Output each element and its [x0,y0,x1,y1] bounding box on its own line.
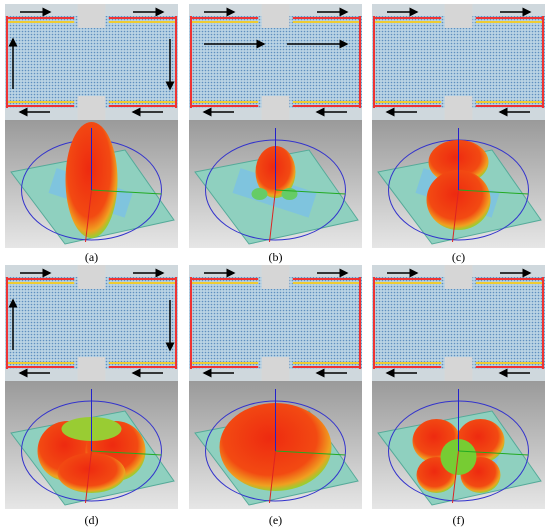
lobe [281,188,298,200]
axis [452,189,459,243]
panel-label: (c) [452,250,465,264]
panel-label: (f) [453,513,465,527]
notch [261,96,290,120]
patch [5,277,178,369]
panel-label: (b) [269,250,283,264]
panel: (a) [5,4,178,264]
notch [444,357,473,381]
notch [444,4,473,28]
axis [85,450,92,504]
patch [372,277,545,369]
panel: (c) [372,4,545,264]
axis [452,450,459,504]
axis [269,450,276,504]
patch [372,16,545,108]
notch [261,357,290,381]
patch [189,277,362,369]
panel-label: (a) [85,250,98,264]
notch [261,265,290,289]
patch [189,16,362,108]
notch [77,4,106,28]
axis [458,189,529,195]
lobe [426,170,491,230]
axis [91,189,162,195]
panel-label: (e) [269,513,282,527]
notch [77,357,106,381]
lobe [440,439,477,475]
lobe [251,188,268,200]
axis [275,450,346,456]
panel: (e) [189,265,362,527]
notch [77,96,106,120]
panel-label: (d) [85,513,99,527]
notch [444,96,473,120]
axis [91,450,162,456]
panel: (d) [5,265,178,527]
axis [275,189,346,195]
panel: (f) [372,265,545,527]
patch [5,16,178,108]
panel: (b) [189,4,362,264]
axis [85,189,92,243]
notch [444,265,473,289]
axis [458,450,529,456]
axis [269,189,276,243]
lobe [57,453,126,493]
notch [261,4,290,28]
notch [77,265,106,289]
